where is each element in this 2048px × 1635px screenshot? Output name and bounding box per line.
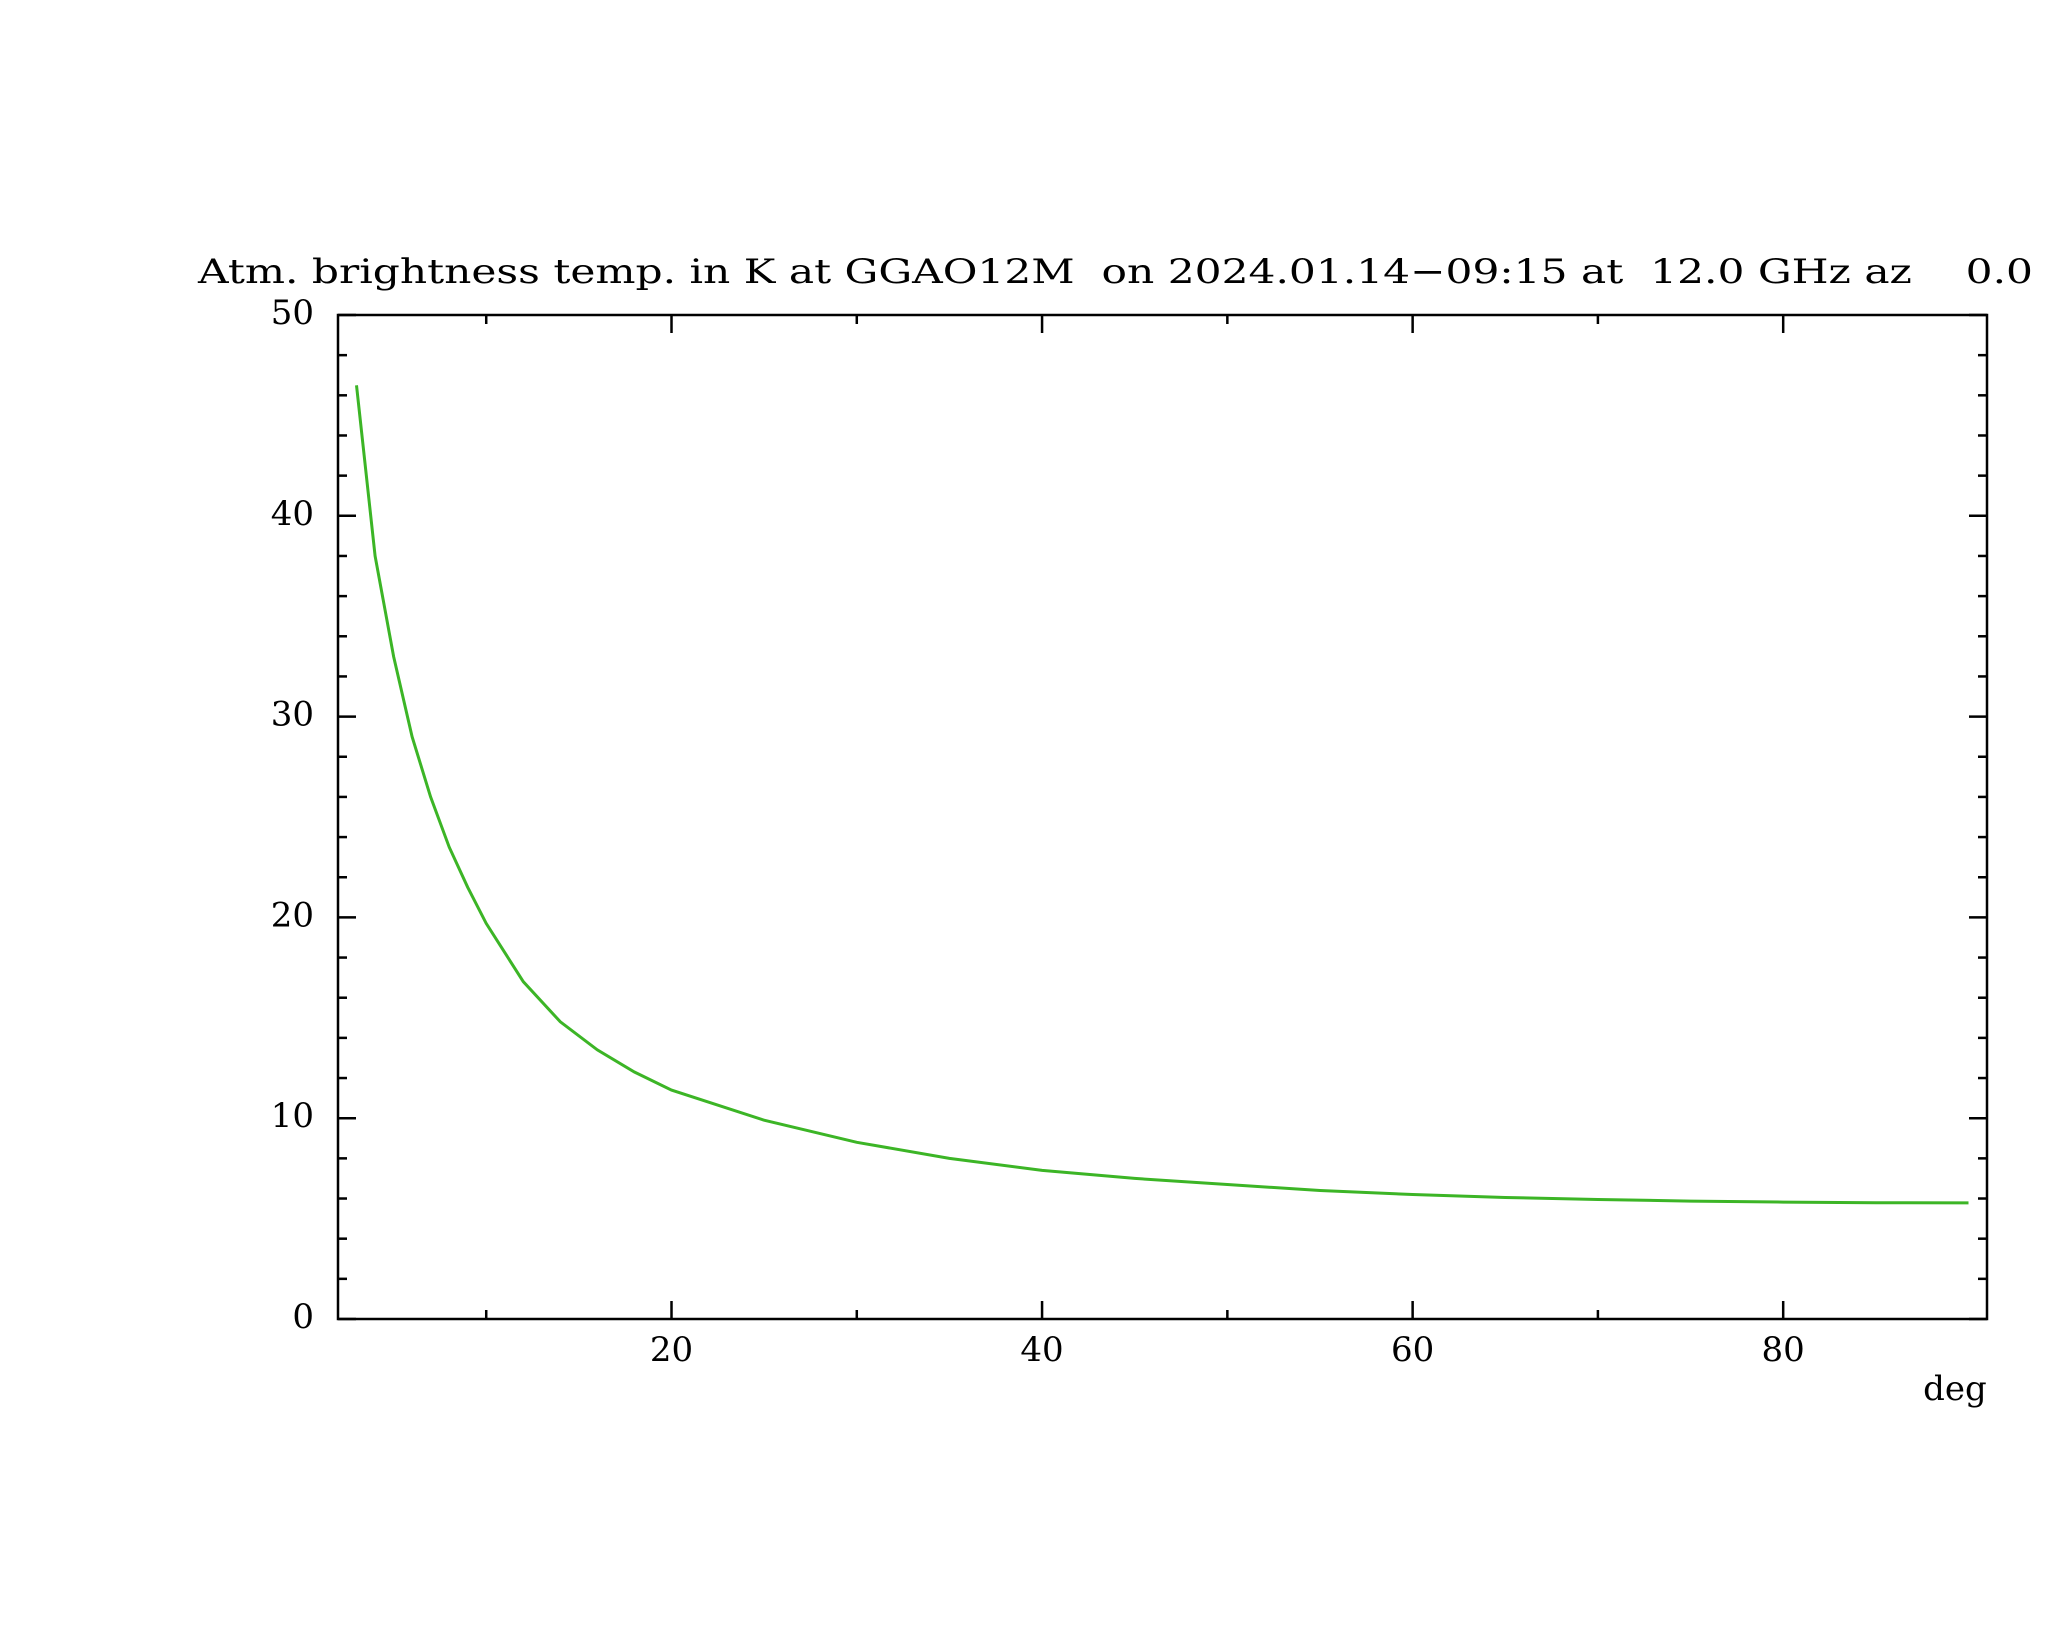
data-line bbox=[355, 385, 1969, 1205]
y-tick-label: 20 bbox=[271, 895, 314, 935]
chart-title: Atm. brightness temp. in K at GGAO12M on… bbox=[197, 252, 2033, 292]
y-tick-label: 30 bbox=[271, 695, 314, 735]
y-tick-label: 10 bbox=[271, 1096, 314, 1136]
x-tick-label: 80 bbox=[1762, 1330, 1805, 1370]
y-tick-label: 0 bbox=[292, 1297, 314, 1337]
y-tick-label: 40 bbox=[271, 494, 314, 534]
x-tick-label: 60 bbox=[1391, 1330, 1434, 1370]
x-tick-label: 40 bbox=[1020, 1330, 1063, 1370]
x-tick-label: 20 bbox=[650, 1330, 693, 1370]
plot-frame bbox=[336, 313, 1989, 1321]
y-tick-label: 50 bbox=[271, 293, 314, 333]
x-axis-label: deg bbox=[1923, 1369, 1987, 1409]
